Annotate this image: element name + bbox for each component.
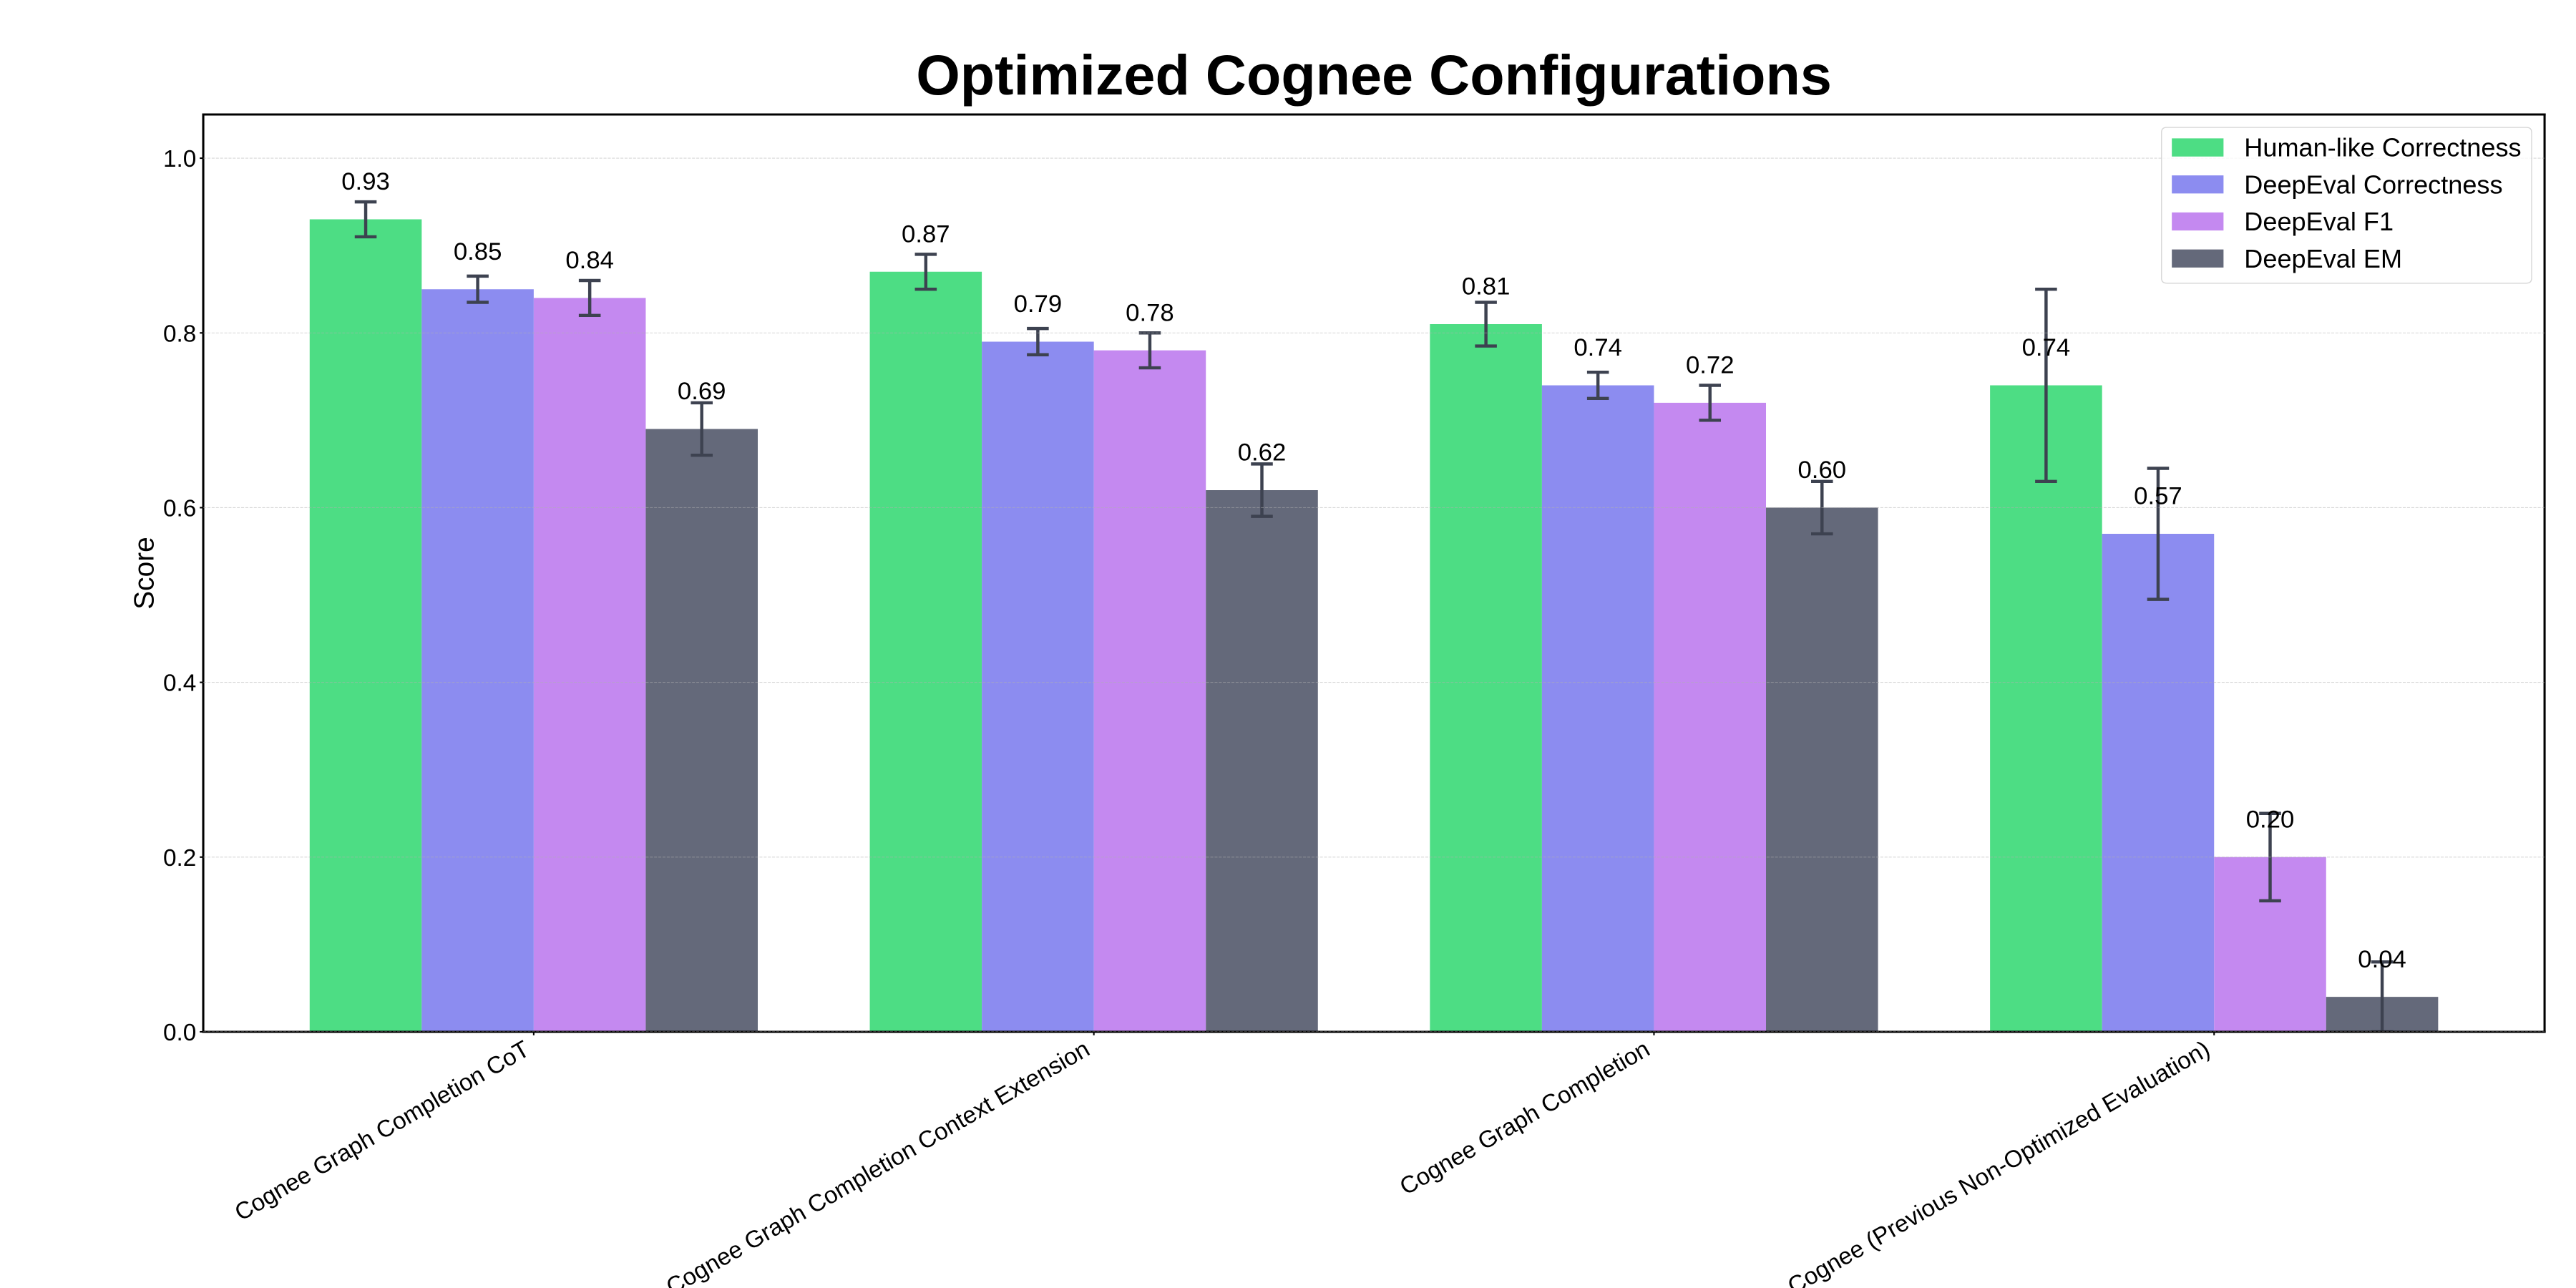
svg-text:0.79: 0.79 bbox=[1014, 291, 1063, 318]
svg-text:0.81: 0.81 bbox=[1462, 273, 1511, 301]
svg-text:1.0: 1.0 bbox=[163, 146, 196, 172]
svg-text:DeepEval Correctness: DeepEval Correctness bbox=[2244, 170, 2502, 199]
svg-text:0.60: 0.60 bbox=[1797, 457, 1846, 484]
svg-text:0.74: 0.74 bbox=[1574, 334, 1622, 361]
svg-text:0.78: 0.78 bbox=[1126, 299, 1174, 326]
svg-text:0.4: 0.4 bbox=[163, 670, 196, 697]
svg-text:Human-like Correctness: Human-like Correctness bbox=[2244, 133, 2521, 162]
svg-text:DeepEval F1: DeepEval F1 bbox=[2244, 207, 2394, 236]
svg-text:0.6: 0.6 bbox=[163, 496, 196, 522]
svg-text:0.04: 0.04 bbox=[2358, 946, 2406, 973]
svg-text:DeepEval EM: DeepEval EM bbox=[2244, 244, 2402, 273]
svg-text:0.20: 0.20 bbox=[2246, 806, 2295, 833]
svg-text:0.57: 0.57 bbox=[2134, 483, 2182, 510]
svg-text:0.84: 0.84 bbox=[565, 247, 614, 274]
svg-text:0.62: 0.62 bbox=[1238, 439, 1287, 467]
svg-text:Score: Score bbox=[129, 537, 160, 610]
svg-text:0.87: 0.87 bbox=[902, 220, 950, 248]
svg-text:0.8: 0.8 bbox=[163, 321, 196, 347]
svg-text:0.74: 0.74 bbox=[2022, 334, 2071, 361]
svg-text:0.69: 0.69 bbox=[678, 378, 726, 405]
svg-text:0.93: 0.93 bbox=[341, 168, 390, 195]
svg-text:Optimized Cognee Configuration: Optimized Cognee Configurations bbox=[916, 43, 1832, 107]
svg-text:0.2: 0.2 bbox=[163, 845, 196, 872]
svg-text:0.85: 0.85 bbox=[454, 238, 502, 265]
svg-text:0.0: 0.0 bbox=[163, 1020, 196, 1046]
svg-text:0.72: 0.72 bbox=[1686, 352, 1735, 379]
